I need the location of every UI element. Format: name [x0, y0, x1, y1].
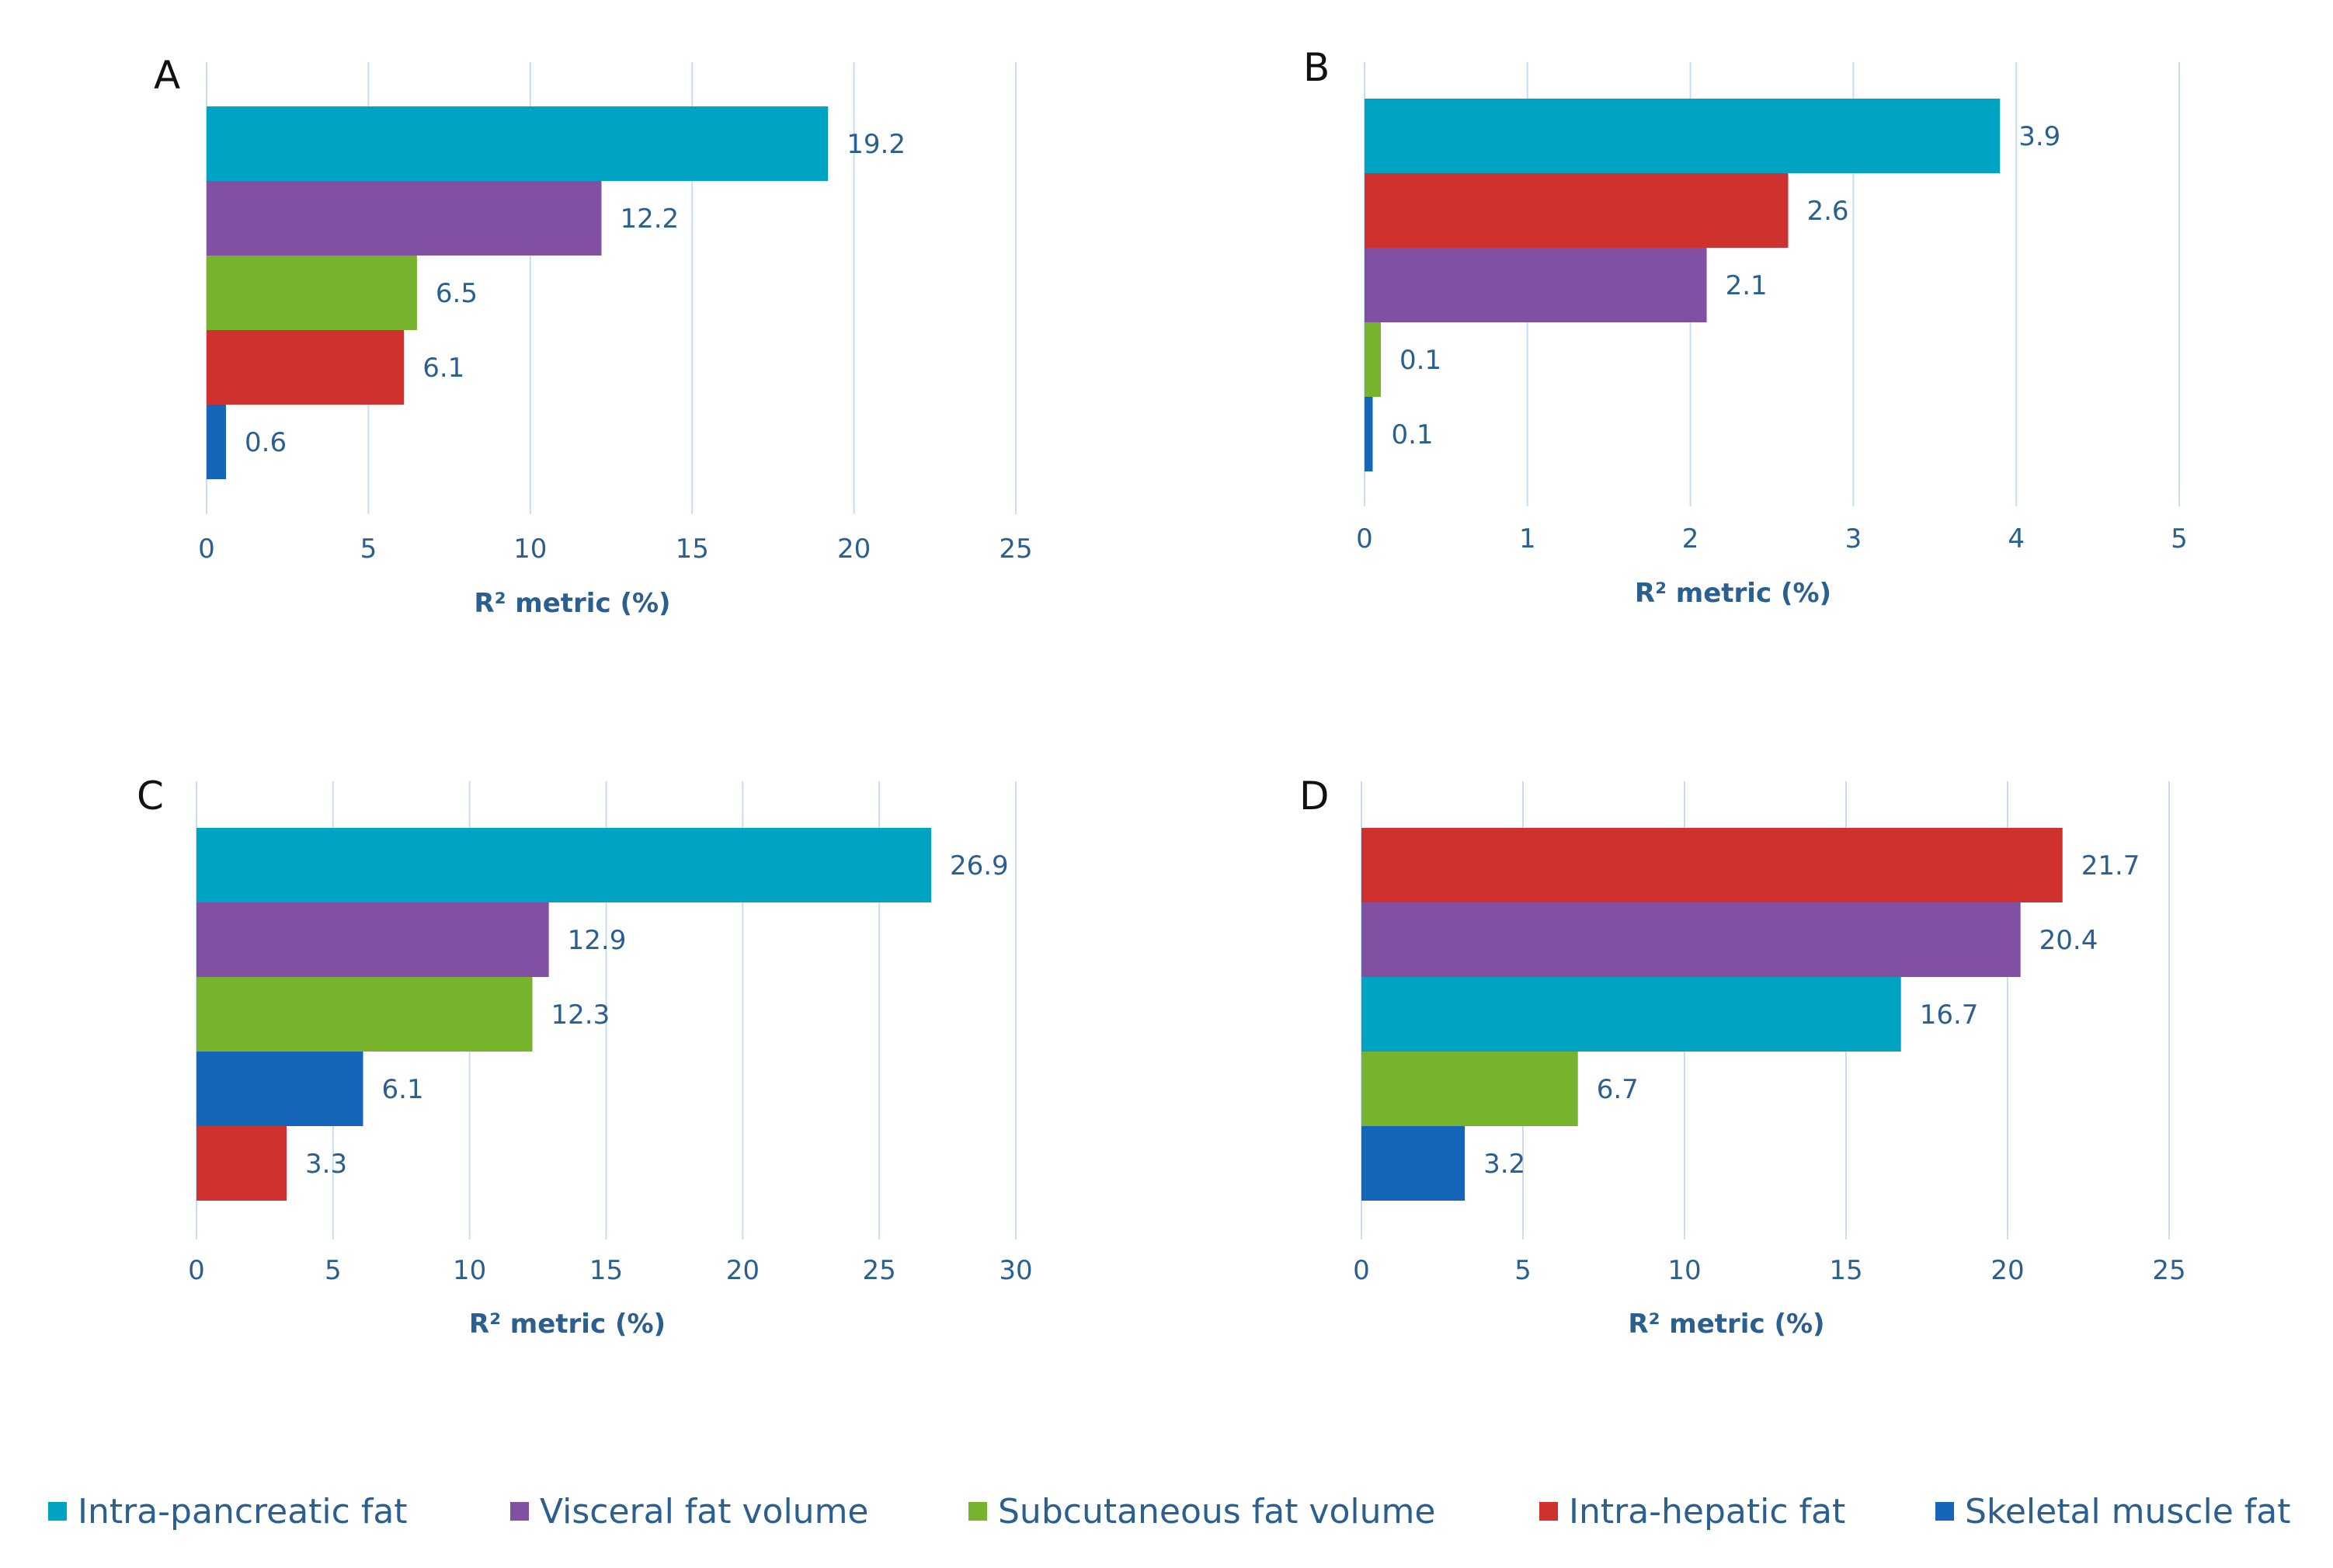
- data-label: 6.1: [382, 1074, 424, 1105]
- data-label: 26.9: [950, 850, 1009, 881]
- bar: [196, 828, 931, 902]
- legend-label: Subcutaneous fat volume: [998, 1491, 1436, 1531]
- chart-c: 26.9 12.9 12.3 6.1 3.3 0 5 10 15 20 25 30 R² metric …: [188, 781, 1033, 1340]
- legend-item-intra-hepatic-fat: Intra-hepatic fat: [1539, 1480, 1845, 1542]
- data-label: 6.5: [436, 278, 478, 309]
- bar: [207, 106, 829, 181]
- tick-label: 15: [1829, 1255, 1862, 1286]
- legend-label: Intra-hepatic fat: [1569, 1491, 1846, 1531]
- data-label: 2.6: [1806, 196, 1848, 227]
- bar: [1361, 902, 2021, 977]
- panel-label-b: B: [1303, 45, 1330, 90]
- bar: [1361, 977, 1901, 1052]
- axis-label: R² metric (%): [1635, 578, 1831, 609]
- data-label: 6.1: [422, 353, 464, 384]
- bar: [196, 1052, 363, 1126]
- bar: [1365, 99, 2001, 173]
- axis-label: R² metric (%): [469, 1309, 666, 1340]
- data-label: 6.7: [1597, 1074, 1639, 1105]
- tick-label: 20: [1991, 1255, 2024, 1286]
- data-label: 21.7: [2081, 850, 2140, 881]
- tick-label: 3: [1845, 523, 1862, 555]
- data-label: 16.7: [1920, 1000, 1979, 1031]
- data-label: 3.9: [2018, 121, 2060, 152]
- bar: [1365, 173, 1789, 248]
- bar: [207, 256, 417, 330]
- tick-label: 0: [1356, 523, 1373, 555]
- bar: [1361, 828, 2063, 902]
- axis-label: R² metric (%): [474, 588, 670, 619]
- chart-a: 19.2 12.2 6.5 6.1 0.6 0 5 10 15 20 25 R² metric (%): [198, 62, 1033, 619]
- data-label: 3.3: [305, 1149, 347, 1180]
- tick-label: 0: [198, 534, 215, 565]
- axis-label: R² metric (%): [1628, 1309, 1824, 1340]
- tick-label: 25: [999, 534, 1032, 565]
- chart-panel-a: A 19.2 12.2 6.5 6.1 0.6 0 5 10 15 20 25 R² metric (…: [0, 0, 1165, 699]
- tick-label: 30: [999, 1255, 1032, 1286]
- legend: Intra-pancreatic fat Visceral fat volume…: [48, 1480, 2324, 1542]
- tick-label: 0: [1353, 1255, 1370, 1286]
- bar: [196, 1126, 287, 1201]
- bar: [1365, 248, 1707, 322]
- legend-swatch: [510, 1502, 529, 1521]
- data-label: 0.6: [245, 427, 287, 458]
- chart-d: 21.7 20.4 16.7 6.7 3.2 0 5 10 15 20 25 R² metric (%…: [1353, 781, 2186, 1340]
- legend-label: Skeletal muscle fat: [1965, 1491, 2291, 1531]
- tick-label: 1: [1519, 523, 1536, 555]
- tick-label: 25: [863, 1255, 896, 1286]
- tick-label: 5: [1514, 1255, 1532, 1286]
- panel-label-a: A: [154, 53, 181, 98]
- legend-label: Intra-pancreatic fat: [78, 1491, 408, 1531]
- legend-item-skeletal-muscle-fat: Skeletal muscle fat: [1935, 1480, 2290, 1542]
- chart-panel-b: B 3.9 2.6 2.1 0.1 0.1 0 1 2 3 4 5 R² metric (%): [1165, 0, 2333, 699]
- legend-label: Visceral fat volume: [540, 1491, 869, 1531]
- tick-label: 15: [676, 534, 709, 565]
- data-label: 12.9: [568, 925, 627, 956]
- bar: [207, 181, 602, 256]
- tick-label: 10: [1667, 1255, 1701, 1286]
- bar: [207, 405, 227, 479]
- tick-label: 10: [513, 534, 547, 565]
- tick-label: 20: [837, 534, 871, 565]
- tick-label: 0: [188, 1255, 205, 1286]
- bar: [1365, 397, 1373, 471]
- tick-label: 20: [726, 1255, 760, 1286]
- data-label: 0.1: [1391, 419, 1433, 450]
- panel-label-d: D: [1299, 774, 1330, 819]
- bar: [207, 330, 405, 405]
- bar: [1365, 322, 1381, 397]
- legend-swatch: [48, 1502, 67, 1521]
- bar: [196, 902, 549, 977]
- data-label: 2.1: [1726, 270, 1768, 301]
- tick-label: 15: [589, 1255, 623, 1286]
- data-label: 3.2: [1483, 1149, 1525, 1180]
- tick-label: 5: [360, 534, 377, 565]
- tick-label: 5: [325, 1255, 342, 1286]
- data-label: 20.4: [2039, 925, 2098, 956]
- legend-swatch: [1935, 1502, 1954, 1521]
- data-label: 12.3: [551, 1000, 610, 1031]
- legend-item-intra-pancreatic-fat: Intra-pancreatic fat: [48, 1480, 408, 1542]
- tick-label: 4: [2008, 523, 2025, 555]
- tick-label: 25: [2152, 1255, 2185, 1286]
- data-label: 12.2: [620, 203, 679, 235]
- legend-swatch: [968, 1502, 987, 1521]
- data-label: 19.2: [847, 129, 906, 160]
- panel-label-c: C: [137, 774, 164, 819]
- tick-label: 5: [2171, 523, 2188, 555]
- tick-label: 10: [453, 1255, 486, 1286]
- data-label: 0.1: [1399, 345, 1441, 376]
- legend-item-visceral-fat-volume: Visceral fat volume: [510, 1480, 869, 1542]
- chart-panel-d: D 21.7 20.4 16.7 6.7 3.2 0 5 10 15 20 25 R² metric …: [1165, 722, 2333, 1421]
- bar: [196, 977, 533, 1052]
- chart-panel-c: C 26.9 12.9 12.3 6.1 3.3 0 5 10 15 20 25 30 R² metri…: [0, 722, 1165, 1421]
- bar: [1361, 1052, 1578, 1126]
- bar: [1361, 1126, 1466, 1201]
- legend-swatch: [1539, 1502, 1558, 1521]
- chart-b: 3.9 2.6 2.1 0.1 0.1 0 1 2 3 4 5 R² metric (%): [1356, 62, 2188, 609]
- legend-item-subcutaneous-fat-volume: Subcutaneous fat volume: [968, 1480, 1435, 1542]
- tick-label: 2: [1682, 523, 1699, 555]
